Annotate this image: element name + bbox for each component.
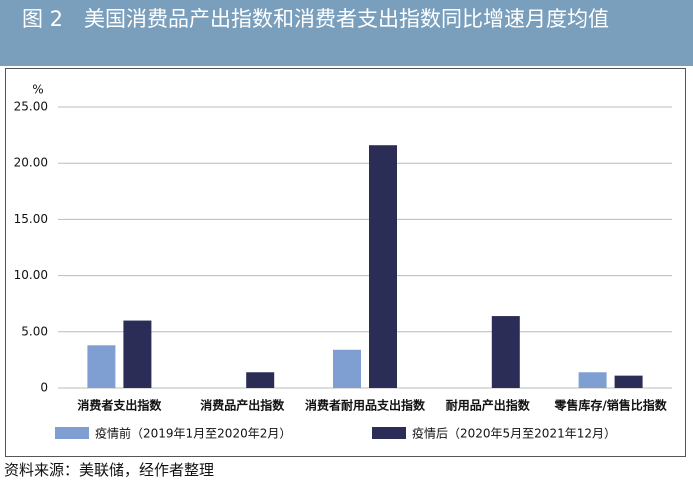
legend-swatch: [55, 427, 89, 439]
source-note: 资料来源：美联储，经作者整理: [4, 461, 215, 479]
bar: [333, 349, 361, 388]
y-unit: %: [32, 83, 43, 97]
chart-frame: [5, 68, 686, 457]
y-tick-label: 10.00: [14, 268, 48, 282]
x-tick-label: 消费者支出指数: [77, 398, 162, 413]
x-tick-label: 消费品产出指数: [200, 398, 285, 413]
chart-title: 图 2 美国消费品产出指数和消费者支出指数同比增速月度均值: [22, 7, 610, 31]
bar: [614, 375, 643, 388]
y-tick-label: 5.00: [21, 324, 48, 338]
bar: [578, 372, 607, 388]
x-tick-label: 零售库存/销售比指数: [553, 398, 667, 413]
bar: [87, 345, 116, 388]
x-tick-label: 耐用品产出指数: [446, 398, 531, 413]
bar: [123, 320, 152, 388]
y-tick-label: 0: [40, 381, 48, 395]
legend-label: 疫情后（2020年5月至2021年12月）: [412, 426, 616, 441]
header: 图 2 美国消费品产出指数和消费者支出指数同比增速月度均值: [0, 0, 693, 66]
y-tick-label: 25.00: [14, 100, 48, 114]
bar: [369, 145, 397, 388]
bar: [246, 372, 275, 388]
legend-swatch: [372, 427, 406, 439]
legend-label: 疫情前（2019年1月至2020年2月）: [95, 426, 291, 441]
x-tick-label: 消费者耐用品支出指数: [305, 398, 426, 413]
y-tick-label: 15.00: [14, 212, 48, 226]
bar: [491, 316, 520, 388]
y-tick-label: 20.00: [14, 156, 48, 170]
